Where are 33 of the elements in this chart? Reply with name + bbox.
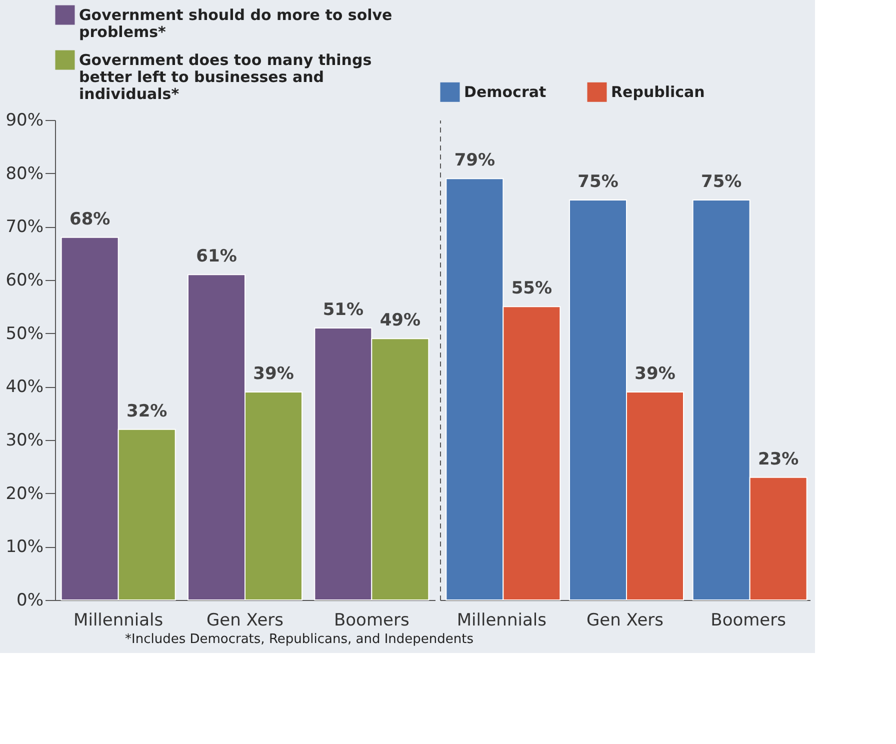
x-tick-label: Gen Xers	[586, 610, 664, 630]
y-tick-label: 80%	[6, 164, 44, 184]
data-label: 32%	[126, 401, 168, 422]
data-label: 49%	[380, 310, 421, 331]
x-tick-label: Millennials	[74, 610, 164, 630]
x-tick-label: Boomers	[334, 610, 410, 630]
y-tick-label: 10%	[6, 537, 44, 558]
data-label: 55%	[511, 278, 552, 299]
legend-label: Democrat	[464, 83, 546, 102]
x-tick-label: Boomers	[710, 610, 786, 630]
legend-label: Government should do more to solve problems*	[79, 6, 392, 41]
y-tick-label: 70%	[6, 217, 44, 238]
data-label: 75%	[700, 172, 742, 192]
legend-label: Republican	[611, 83, 705, 102]
y-tick-label: 20%	[6, 484, 44, 504]
data-label: 79%	[454, 150, 496, 171]
text: *Includes Democrats, Republicans, and Independents	[125, 632, 474, 647]
data-label: 51%	[322, 300, 364, 320]
y-tick-label: 30%	[6, 430, 44, 450]
y-tick-label: 0%	[16, 590, 44, 610]
data-label: 39%	[634, 364, 676, 384]
data-label: 61%	[196, 246, 237, 267]
x-tick-label: Millennials	[456, 610, 547, 630]
legend-label: Government does too many things better left to businesses and individuals*	[79, 51, 372, 103]
data-label: 23%	[758, 449, 799, 470]
y-tick-label: 40%	[6, 377, 44, 398]
data-label: 68%	[69, 209, 110, 230]
data-label: 39%	[253, 364, 294, 384]
x-tick-label: Gen Xers	[206, 610, 284, 630]
y-tick-label: 50%	[6, 324, 44, 344]
data-label: 75%	[578, 172, 618, 192]
y-tick-label: 90%	[6, 110, 44, 130]
y-tick-label: 60%	[6, 270, 44, 290]
